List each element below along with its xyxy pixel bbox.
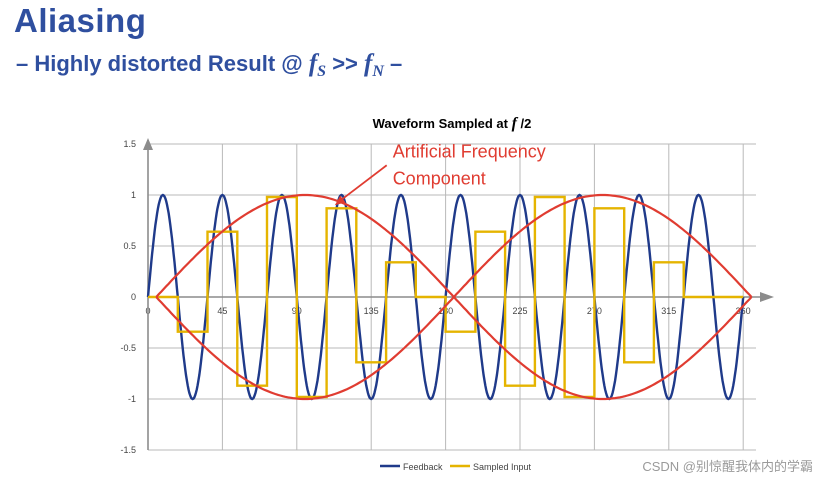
- annotation: Artificial Frequency Component: [334, 141, 546, 206]
- slide-title: Aliasing: [14, 2, 147, 39]
- x-axis-arrow: [760, 292, 774, 302]
- subtitle-fn: fN: [364, 50, 384, 80]
- subtitle-prefix: – Highly distorted Result @: [16, 51, 303, 76]
- x-tick-label: 135: [364, 306, 379, 316]
- y-tick-label: -1.5: [120, 445, 136, 455]
- y-tick-label: -0.5: [120, 343, 136, 353]
- y-tick-label: 1: [131, 190, 136, 200]
- y-tick-label: 0.5: [123, 241, 136, 251]
- series: [146, 193, 753, 401]
- annotation-text-line2: Component: [393, 168, 486, 188]
- x-tick-label: 45: [217, 306, 227, 316]
- legend-label-sampled-input: Sampled Input: [473, 462, 532, 472]
- subtitle-suffix: –: [390, 51, 403, 76]
- y-tick-label: -1: [128, 394, 136, 404]
- annotation-text-line1: Artificial Frequency: [393, 141, 546, 161]
- watermark: CSDN @别惊醒我体内的学霸: [642, 459, 813, 474]
- sampled-input-series-line: [148, 195, 744, 399]
- subtitle-fs: fS: [308, 50, 327, 80]
- x-tick-label: 315: [661, 306, 676, 316]
- envelope-lower-line: [155, 193, 753, 401]
- annotation-arrow-line: [340, 164, 388, 201]
- legend: Feedback Sampled Input: [380, 462, 532, 472]
- chart-title: Waveform Sampled at f /2: [373, 115, 532, 132]
- x-tick-label: 225: [512, 306, 527, 316]
- y-tick-label: 1.5: [123, 139, 136, 149]
- y-tick-label: 0: [131, 292, 136, 302]
- slide-subtitle: – Highly distorted Result @ fS >> fN –: [16, 50, 402, 81]
- annotation-arrow-head: [334, 195, 346, 206]
- legend-label-feedback: Feedback: [403, 462, 443, 472]
- y-axis-arrow: [143, 138, 153, 150]
- x-tick-label: 360: [736, 306, 751, 316]
- subtitle-mid: >>: [332, 51, 358, 76]
